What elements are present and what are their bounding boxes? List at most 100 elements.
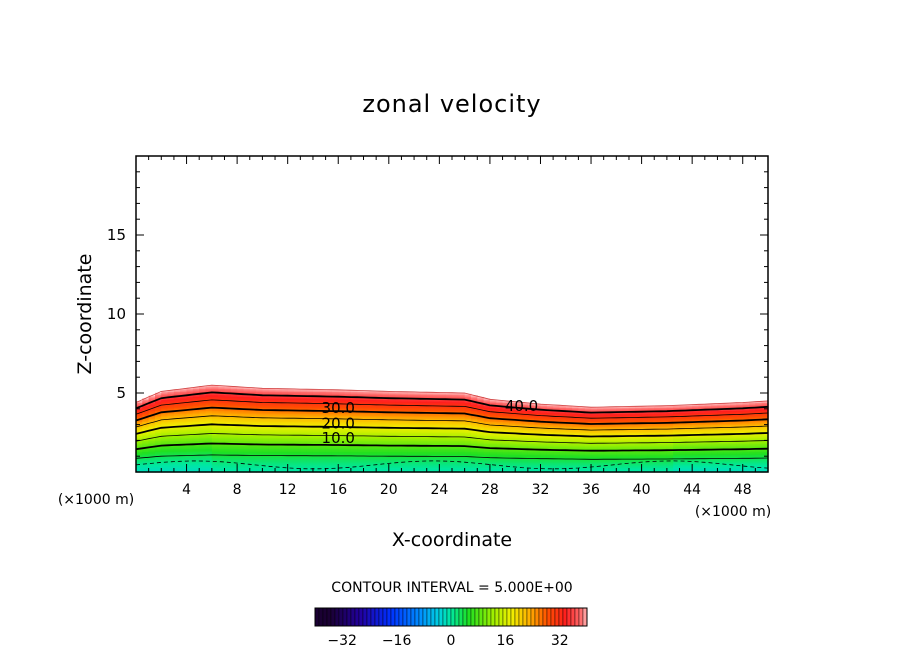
colorbar-cell	[370, 607, 376, 627]
colorbar-cell	[378, 607, 384, 627]
colorbar-cell	[354, 607, 360, 627]
contour-interval-label: CONTOUR INTERVAL = 5.000E+00	[331, 580, 572, 596]
colorbar-cell	[394, 607, 400, 627]
colorbar-cell	[506, 607, 512, 627]
x-tick-label: 4	[182, 482, 191, 498]
colorbar-cell	[522, 607, 528, 627]
colorbar-cell	[346, 607, 352, 627]
colorbar-cell	[574, 607, 580, 627]
colorbar-cell	[526, 607, 532, 627]
colorbar-cell	[382, 607, 388, 627]
x-tick-label: 16	[329, 482, 347, 498]
contour-line	[135, 399, 769, 419]
colorbar-cell	[350, 607, 356, 627]
chart-title: zonal velocity	[362, 90, 541, 118]
colorbar-cell	[562, 607, 568, 627]
colorbar-cell	[434, 607, 440, 627]
colorbar-cell	[470, 607, 476, 627]
colorbar-cell	[366, 607, 372, 627]
colorbar-cell	[410, 607, 416, 627]
contour-line	[135, 454, 769, 460]
x-tick-label: 48	[734, 482, 752, 498]
colorbar-cell	[558, 607, 564, 627]
flow-top-boundary	[135, 384, 769, 408]
y-tick-label: 15	[107, 226, 126, 244]
colorbar-tick-label: 16	[496, 633, 514, 649]
contour-line	[135, 415, 769, 431]
colorbar-cell	[422, 607, 428, 627]
colorbar-cell	[566, 607, 572, 627]
colorbar-cell	[494, 607, 500, 627]
colorbar-cell	[430, 607, 436, 627]
y-axis-title: Z-coordinate	[74, 254, 96, 375]
colorbar-cell	[338, 607, 344, 627]
colorbar-cell	[474, 607, 480, 627]
colorbar-cell	[438, 607, 444, 627]
contour-line	[135, 423, 769, 438]
contour-labels: 30.020.010.0 40.0	[322, 397, 539, 447]
contour-label: 30.0	[322, 399, 355, 417]
colorbar-cell	[418, 607, 424, 627]
x-unit-right: (×1000 m)	[695, 504, 771, 520]
colorbar-cell	[554, 607, 560, 627]
colorbar-cell	[342, 607, 348, 627]
colorbar-cell	[426, 607, 432, 627]
colorbar-cell	[318, 607, 324, 627]
colorbar-cell	[482, 607, 488, 627]
colorbar-cell	[502, 607, 508, 627]
colorbar-cell	[358, 607, 364, 627]
colorbar-cell	[466, 607, 472, 627]
colorbar-cell	[398, 607, 404, 627]
colorbar-cell	[334, 607, 340, 627]
colorbar-cell	[538, 607, 544, 627]
x-tick-label: 20	[380, 482, 398, 498]
colorbar-cell	[386, 607, 392, 627]
colorbar-cell	[402, 607, 408, 627]
colorbar-cell	[414, 607, 420, 627]
colorbar-cell	[490, 607, 496, 627]
colorbar: −32 −16 0 16 32	[314, 607, 588, 649]
x-tick-label: 12	[279, 482, 297, 498]
colorbar-cell	[362, 607, 368, 627]
y-tick-label: 5	[116, 384, 126, 402]
colorbar-cell	[510, 607, 516, 627]
x-tick-label: 28	[481, 482, 499, 498]
x-tick-label: 24	[430, 482, 448, 498]
x-tick-label: 44	[683, 482, 701, 498]
colorbar-frame	[314, 607, 588, 627]
colorbar-cell	[446, 607, 452, 627]
colorbar-tick-label: 32	[551, 633, 569, 649]
contour-line	[135, 442, 769, 452]
colorbar-cell	[546, 607, 552, 627]
contour-label: 20.0	[322, 415, 355, 433]
colorbar-cell	[442, 607, 448, 627]
x-tick-label: 8	[233, 482, 242, 498]
colorbar-cell	[518, 607, 524, 627]
colorbar-tick-label: −32	[327, 633, 357, 649]
colorbar-cell	[486, 607, 492, 627]
x-tick-label: 40	[633, 482, 651, 498]
colorbar-tick-label: −16	[382, 633, 412, 649]
contour-label: 10.0	[322, 429, 355, 447]
colorbar-cell	[326, 607, 332, 627]
colorbar-cell	[514, 607, 520, 627]
colorbar-cell	[458, 607, 464, 627]
colorbar-cell	[542, 607, 548, 627]
colorbar-cell	[570, 607, 576, 627]
contour-line	[135, 406, 769, 425]
contour-label: 40.0	[505, 397, 538, 415]
colorbar-cell	[478, 607, 484, 627]
colorbar-cell	[322, 607, 328, 627]
contour-line	[135, 433, 769, 444]
contour-lines	[135, 384, 769, 470]
colorbar-cell	[450, 607, 456, 627]
colorbar-cell	[534, 607, 540, 627]
x-unit-left: (×1000 m)	[58, 492, 134, 508]
contour-line-negative	[135, 460, 769, 470]
colorbar-cell	[462, 607, 468, 627]
colorbar-cell	[454, 607, 460, 627]
plot-area: 30.020.010.040.0 4 8 12 16 20 24 28 32 36 40 44 485…	[107, 155, 769, 498]
colorbar-cell	[530, 607, 536, 627]
